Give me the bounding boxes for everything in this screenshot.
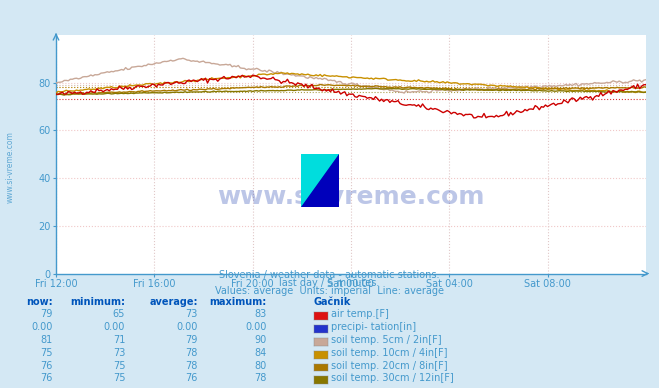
Text: 84: 84 bbox=[254, 348, 267, 358]
Text: 75: 75 bbox=[113, 373, 125, 383]
Text: 80: 80 bbox=[254, 360, 267, 371]
Text: now:: now: bbox=[26, 296, 53, 307]
Text: 0.00: 0.00 bbox=[246, 322, 267, 332]
Text: 78: 78 bbox=[185, 360, 198, 371]
Text: 65: 65 bbox=[113, 309, 125, 319]
Text: 75: 75 bbox=[40, 348, 53, 358]
Text: 0.00: 0.00 bbox=[177, 322, 198, 332]
Text: 76: 76 bbox=[40, 373, 53, 383]
Text: 78: 78 bbox=[254, 373, 267, 383]
Text: precipi- tation[in]: precipi- tation[in] bbox=[331, 322, 416, 332]
Text: 79: 79 bbox=[185, 335, 198, 345]
Text: www.si-vreme.com: www.si-vreme.com bbox=[5, 131, 14, 203]
Text: 76: 76 bbox=[40, 360, 53, 371]
Text: soil temp. 10cm / 4in[F]: soil temp. 10cm / 4in[F] bbox=[331, 348, 447, 358]
Text: 0.00: 0.00 bbox=[32, 322, 53, 332]
Text: last day / 5 minutes.: last day / 5 minutes. bbox=[279, 278, 380, 288]
Text: minimum:: minimum: bbox=[71, 296, 125, 307]
Text: average:: average: bbox=[149, 296, 198, 307]
Text: Gačnik: Gačnik bbox=[313, 296, 351, 307]
Text: 79: 79 bbox=[40, 309, 53, 319]
Text: Values: average  Units: imperial  Line: average: Values: average Units: imperial Line: av… bbox=[215, 286, 444, 296]
Text: 83: 83 bbox=[254, 309, 267, 319]
Text: maximum:: maximum: bbox=[210, 296, 267, 307]
Text: 81: 81 bbox=[40, 335, 53, 345]
Text: soil temp. 5cm / 2in[F]: soil temp. 5cm / 2in[F] bbox=[331, 335, 442, 345]
Text: www.si-vreme.com: www.si-vreme.com bbox=[217, 185, 484, 209]
Text: soil temp. 30cm / 12in[F]: soil temp. 30cm / 12in[F] bbox=[331, 373, 453, 383]
Text: 78: 78 bbox=[185, 348, 198, 358]
Text: 75: 75 bbox=[113, 360, 125, 371]
Text: air temp.[F]: air temp.[F] bbox=[331, 309, 389, 319]
Text: Slovenia / weather data - automatic stations.: Slovenia / weather data - automatic stat… bbox=[219, 270, 440, 280]
Text: 73: 73 bbox=[113, 348, 125, 358]
Text: soil temp. 20cm / 8in[F]: soil temp. 20cm / 8in[F] bbox=[331, 360, 447, 371]
Text: 90: 90 bbox=[254, 335, 267, 345]
Text: 73: 73 bbox=[185, 309, 198, 319]
Text: 71: 71 bbox=[113, 335, 125, 345]
Text: 76: 76 bbox=[185, 373, 198, 383]
Text: 0.00: 0.00 bbox=[104, 322, 125, 332]
